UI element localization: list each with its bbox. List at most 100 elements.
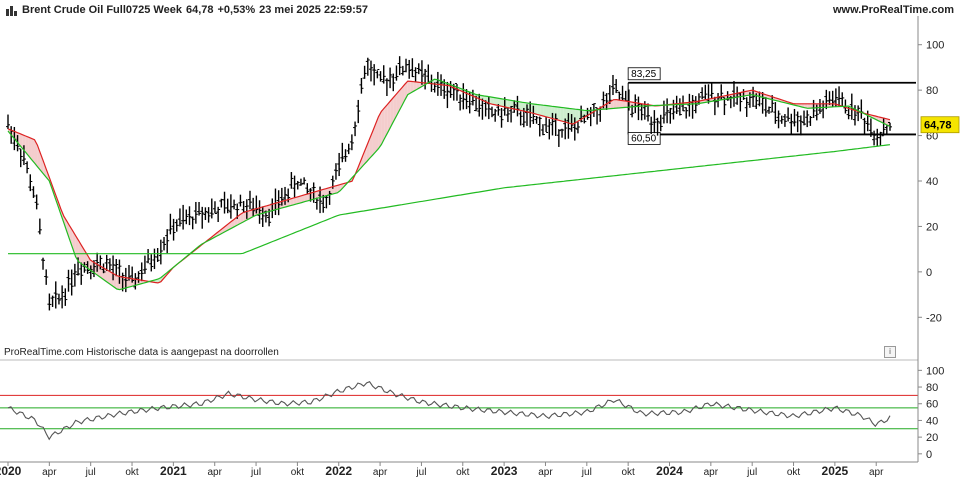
- ma-fill-segment: [316, 190, 320, 199]
- instrument-name: Brent Crude Oil Full0725 Week: [22, 4, 182, 16]
- price-bar: [499, 108, 504, 128]
- ma-fill-segment: [413, 81, 417, 92]
- price-bar: [184, 209, 189, 225]
- price-bar: [31, 186, 36, 198]
- price-bar: [448, 81, 453, 98]
- ma-fill-segment: [75, 235, 79, 262]
- price-bar: [537, 116, 542, 137]
- price-bar: [693, 96, 698, 114]
- price-bar: [295, 180, 300, 190]
- ma-fill-segment: [102, 267, 106, 281]
- price-bar: [298, 178, 303, 186]
- ma-fill-segment: [381, 107, 385, 145]
- x-tick-label: okt: [125, 467, 139, 478]
- x-tick-label: okt: [456, 467, 470, 478]
- price-bar: [480, 98, 485, 120]
- price-bar: [136, 271, 141, 283]
- price-bar: [416, 63, 421, 75]
- price-bar: [165, 229, 170, 254]
- ma-fill-segment: [304, 193, 308, 202]
- price-bar: [44, 269, 49, 285]
- ma-fill-segment: [290, 198, 294, 206]
- x-tick-label: okt: [787, 467, 801, 478]
- price-bar: [709, 82, 714, 99]
- ma-fill-segment: [407, 81, 411, 95]
- ma-fill-segment: [493, 97, 497, 106]
- ma-fill-segment: [575, 109, 579, 123]
- price-bar: [212, 201, 217, 215]
- price-bar: [6, 114, 10, 130]
- price-bar: [798, 115, 803, 136]
- price-bar: [837, 86, 842, 107]
- price-bar: [47, 293, 52, 311]
- ma-fill-segment: [546, 105, 549, 118]
- ma-line-2: [7, 78, 891, 291]
- price-bar: [95, 252, 100, 272]
- price-bar: [690, 95, 695, 119]
- ma-fill-segment: [237, 214, 241, 226]
- price-bar: [174, 219, 179, 232]
- ma-fill-segment: [81, 245, 85, 266]
- price-bar: [786, 107, 791, 122]
- ma-fill-segment: [299, 195, 302, 204]
- price-bar: [547, 119, 552, 140]
- price-bar: [687, 93, 692, 117]
- ma-fill-segment: [548, 105, 552, 119]
- price-bar: [566, 113, 571, 139]
- price-bar: [489, 106, 494, 118]
- price-bar: [152, 248, 157, 270]
- rsi-tick-label: 40: [926, 415, 938, 427]
- price-bar: [722, 96, 727, 116]
- ma-fill-segment: [293, 197, 297, 205]
- ma-fill-segment: [43, 161, 47, 178]
- chart-header: Brent Crude Oil Full0725 Week 64,78 +0,5…: [6, 4, 368, 16]
- price-bar: [362, 65, 367, 79]
- price-bar: [636, 96, 641, 121]
- rsi-tick-label: 80: [926, 382, 938, 394]
- price-bar: [238, 194, 243, 207]
- info-icon[interactable]: i: [884, 346, 896, 358]
- price-bar: [512, 100, 517, 113]
- price-bar: [251, 197, 256, 217]
- price-bar: [209, 198, 214, 219]
- price-bar: [368, 60, 373, 82]
- level-lines: 83,25 60,50: [627, 67, 916, 145]
- price-bar: [206, 207, 211, 223]
- ma-fill-segment: [619, 100, 623, 108]
- ma-fill-segment: [745, 90, 749, 96]
- price-bar: [346, 143, 351, 155]
- price-bar: [792, 108, 797, 127]
- ma-fill-segment: [507, 99, 511, 109]
- ma-fill-segment: [69, 225, 73, 249]
- y-tick-label: 0: [926, 267, 932, 279]
- price-bar: [222, 191, 227, 214]
- price-bar: [139, 262, 144, 282]
- price-bar: [655, 117, 660, 136]
- svg-text:83,25: 83,25: [631, 69, 656, 80]
- ma-fill-segment: [31, 138, 35, 164]
- price-bar: [744, 97, 749, 117]
- rsi-tick-label: 20: [926, 432, 938, 444]
- price-bar: [872, 130, 877, 146]
- price-bar: [37, 218, 42, 235]
- price-bar: [162, 237, 167, 251]
- price-bar: [856, 105, 861, 122]
- price-bar: [671, 99, 676, 120]
- price-bar: [782, 114, 787, 127]
- ma-fill-segment: [25, 136, 29, 156]
- price-bar: [394, 65, 399, 81]
- price-bar: [247, 190, 252, 210]
- data-adjustment-note: ProRealTime.com Historische data is aang…: [4, 347, 279, 358]
- price-bar: [604, 93, 609, 110]
- price-bar: [410, 58, 415, 78]
- price-bar: [279, 187, 284, 206]
- price-bar: [181, 204, 186, 230]
- price-bar: [69, 269, 74, 296]
- price-bar: [525, 104, 530, 126]
- price-bar: [556, 129, 561, 147]
- source-link[interactable]: www.ProRealTime.com: [832, 4, 954, 16]
- price-bar: [225, 198, 230, 214]
- price-bar: [381, 65, 386, 84]
- price-bar: [665, 98, 670, 124]
